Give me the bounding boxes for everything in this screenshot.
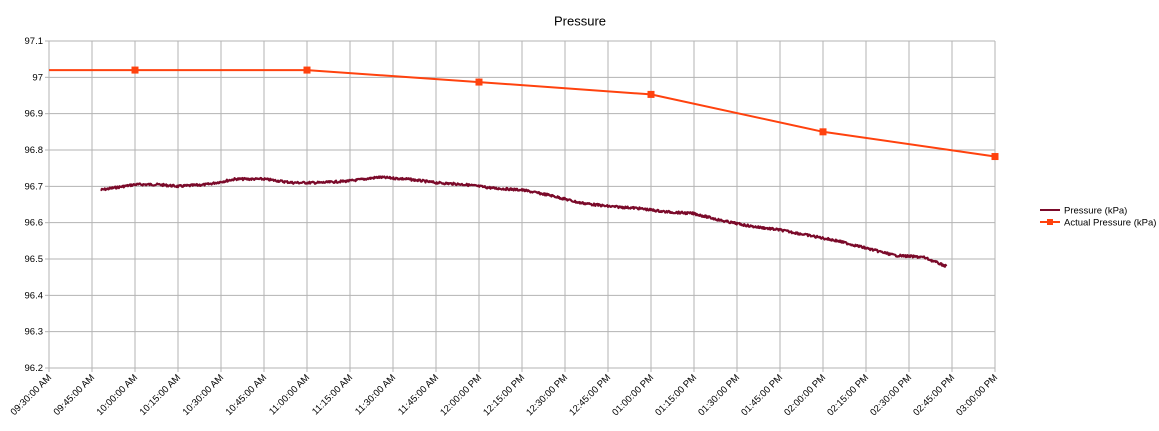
x-tick-label: 09:30:00 AM (9, 372, 55, 418)
y-tick-label: 96.4 (25, 290, 44, 301)
x-tick-label: 01:45:00 PM (739, 372, 785, 418)
y-tick-label: 96.3 (25, 327, 44, 338)
gridlines (45, 40, 996, 372)
data-point-marker (303, 66, 311, 74)
legend-entry-label: Pressure (kPa) (1064, 206, 1127, 217)
x-tick-label: 10:30:00 AM (181, 372, 227, 418)
x-tick-label: 10:45:00 AM (224, 372, 270, 418)
x-tick-label: 12:45:00 PM (567, 372, 613, 418)
x-tick-label: 01:30:00 PM (696, 372, 742, 418)
y-tick-label: 96.7 (25, 181, 44, 192)
x-tick-label: 02:00:00 PM (782, 372, 828, 418)
y-tick-label: 97 (32, 72, 43, 83)
x-tick-label: 01:15:00 PM (653, 372, 699, 418)
data-series (49, 66, 999, 268)
y-tick-label: 96.5 (25, 254, 44, 265)
x-tick-label: 10:15:00 AM (138, 372, 184, 418)
y-tick-label: 96.8 (25, 145, 44, 156)
y-tick-label: 96.6 (25, 218, 44, 229)
x-tick-label: 09:45:00 AM (52, 372, 98, 418)
y-tick-label: 96.2 (25, 363, 44, 374)
x-tick-label: 11:30:00 AM (353, 372, 398, 417)
y-tick-label: 97.1 (25, 36, 44, 47)
x-tick-label: 12:30:00 PM (524, 372, 570, 418)
data-point-marker (475, 78, 483, 86)
data-point-marker (647, 90, 655, 98)
y-axis-tick-labels: 96.2 96.3 96.4 96.5 96.6 96.7 96.8 96.9 97 97.1 (25, 36, 44, 374)
x-tick-label: 01:00:00 PM (610, 372, 656, 418)
series-line-pressure (100, 175, 948, 268)
data-point-marker (991, 153, 999, 161)
x-tick-label: 02:15:00 PM (825, 372, 871, 418)
x-tick-label: 12:00:00 PM (438, 372, 484, 418)
legend: Pressure (kPa)Actual Pressure (kPa) (1040, 206, 1156, 229)
x-tick-label: 03:00:00 PM (954, 372, 1000, 418)
x-tick-label: 11:15:00 AM (310, 372, 355, 417)
data-point-marker (819, 128, 827, 136)
legend-entry-label: Actual Pressure (kPa) (1064, 218, 1156, 229)
x-tick-label: 10:00:00 AM (95, 372, 141, 418)
data-point-marker (131, 66, 139, 74)
x-tick-label: 12:15:00 PM (481, 372, 527, 418)
x-tick-label: 02:45:00 PM (911, 372, 957, 418)
y-tick-label: 96.9 (25, 109, 44, 120)
x-tick-label: 02:30:00 PM (868, 372, 914, 418)
chart-title: Pressure (554, 14, 606, 29)
x-tick-label: 11:45:00 AM (396, 372, 441, 417)
legend-swatch-marker (1047, 219, 1053, 225)
x-tick-label: 11:00:00 AM (267, 372, 312, 417)
